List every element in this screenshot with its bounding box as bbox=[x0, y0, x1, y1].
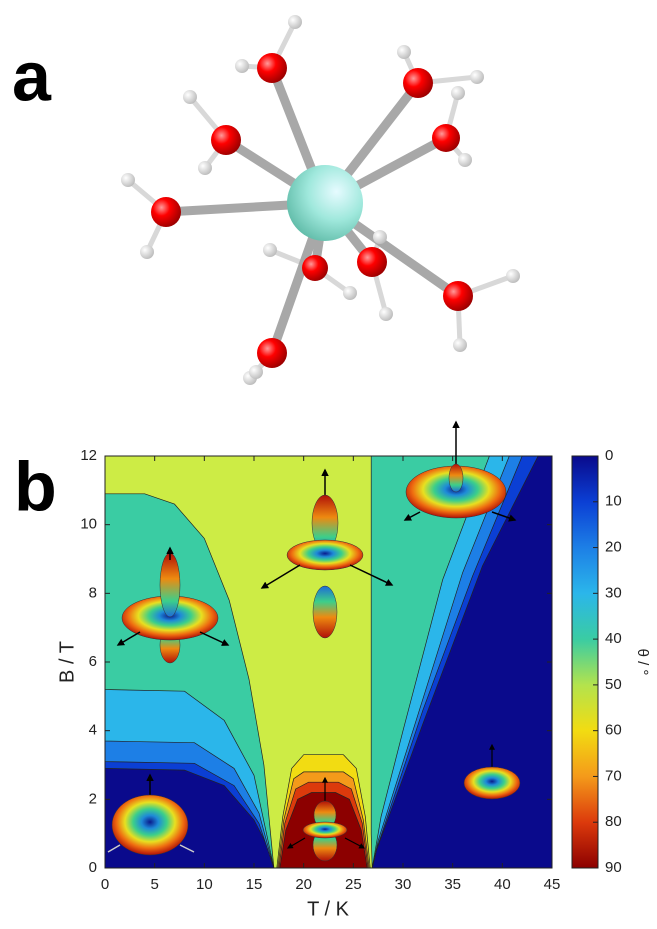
y-tick-label: 8 bbox=[89, 584, 97, 601]
y-tick-label: 10 bbox=[80, 516, 97, 533]
y-axis-title: B / T bbox=[56, 641, 78, 683]
y-tick-label: 12 bbox=[80, 447, 97, 464]
y-tick-label: 6 bbox=[89, 653, 97, 670]
colorbar-tick-label: 70 bbox=[605, 767, 622, 784]
y-tick-label: 0 bbox=[89, 859, 97, 876]
colorbar-tick-label: 20 bbox=[605, 539, 622, 556]
colorbar-tick-label: 40 bbox=[605, 630, 622, 647]
colorbar bbox=[572, 456, 598, 868]
y-tick-label: 2 bbox=[89, 790, 97, 807]
molecule bbox=[121, 15, 520, 385]
colorbar-tick-label: 30 bbox=[605, 584, 622, 601]
x-tick-label: 15 bbox=[246, 876, 263, 893]
x-tick-label: 10 bbox=[196, 876, 213, 893]
colorbar-tick-label: 10 bbox=[605, 493, 622, 510]
colorbar-tick-label: 80 bbox=[605, 813, 622, 830]
x-tick-label: 45 bbox=[544, 876, 561, 893]
colorbar-tick-label: 90 bbox=[605, 859, 622, 876]
x-tick-label: 0 bbox=[101, 876, 109, 893]
x-tick-label: 25 bbox=[345, 876, 362, 893]
x-tick-label: 30 bbox=[395, 876, 412, 893]
x-tick-label: 5 bbox=[150, 876, 158, 893]
figure: a b T / K B / T θ / ° 051015202530354045… bbox=[0, 0, 657, 924]
panel-label: a bbox=[12, 37, 52, 115]
x-axis-title: T / K bbox=[307, 898, 350, 920]
colorbar-tick-label: 50 bbox=[605, 676, 622, 693]
colorbar-tick-label: 60 bbox=[605, 722, 622, 739]
panel-label: b bbox=[14, 447, 57, 525]
x-tick-label: 40 bbox=[494, 876, 511, 893]
colorbar-title: θ / ° bbox=[634, 649, 651, 676]
y-tick-label: 4 bbox=[89, 722, 97, 739]
x-tick-label: 35 bbox=[444, 876, 461, 893]
x-tick-label: 20 bbox=[295, 876, 312, 893]
colorbar-tick-label: 0 bbox=[605, 447, 613, 464]
